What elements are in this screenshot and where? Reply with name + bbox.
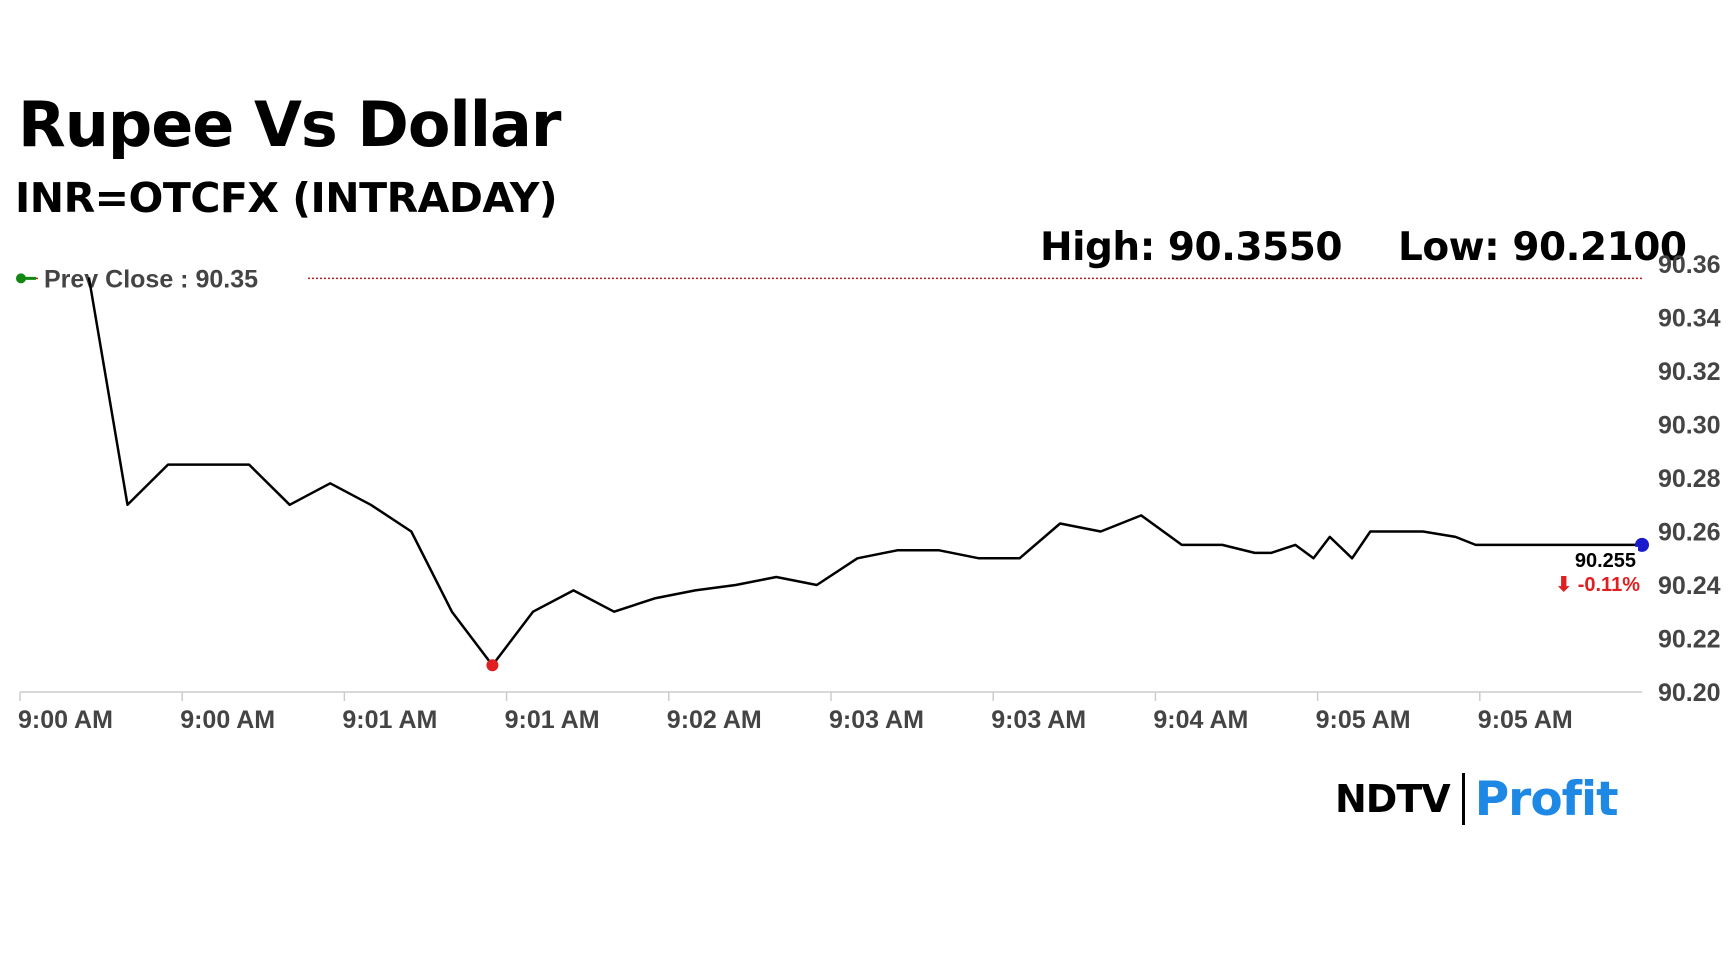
y-tick-label: 90.24: [1658, 572, 1721, 600]
logo-profit-text: Profit: [1474, 771, 1619, 827]
change-label: ⬇ -0.11%: [1555, 574, 1640, 596]
logo-ndtv-text: NDTV: [1335, 777, 1451, 821]
prev-close-label: Prev Close : 90.35: [44, 265, 258, 293]
high-stat: High: 90.3550: [1040, 225, 1343, 270]
y-tick-label: 90.28: [1658, 465, 1721, 493]
x-tick-label: 9:03 AM: [829, 706, 924, 734]
low-point-marker: [486, 659, 499, 672]
y-tick-label: 90.34: [1658, 305, 1721, 333]
x-tick-label: 9:01 AM: [505, 706, 600, 734]
last-value-label: 90.255: [1575, 550, 1636, 572]
y-tick-label: 90.22: [1658, 626, 1721, 654]
low-stat: Low: 90.2100: [1398, 225, 1687, 270]
last-value-bg: [1558, 546, 1638, 571]
x-tick-label: 9:05 AM: [1478, 706, 1573, 734]
y-tick-label: 90.20: [1658, 679, 1721, 707]
logo-divider: [1461, 773, 1465, 825]
y-tick-label: 90.32: [1658, 358, 1721, 386]
prev-close-group: Prev Close : 90.35: [16, 264, 1642, 293]
x-tick-label: 9:01 AM: [342, 706, 437, 734]
chart-subtitle: INR=OTCFX (INTRADAY): [15, 174, 558, 222]
y-tick-label: 90.26: [1658, 519, 1721, 547]
series-line: [87, 277, 1642, 667]
series-group: [87, 277, 1642, 667]
x-tick-label: 9:02 AM: [667, 706, 762, 734]
last-point-marker: [1635, 537, 1649, 552]
x-tick-label: 9:04 AM: [1153, 706, 1248, 734]
chart-title: Rupee Vs Dollar: [18, 88, 561, 161]
x-tick-label: 9:03 AM: [991, 706, 1086, 734]
x-tick-label: 9:00 AM: [18, 706, 113, 734]
y-tick-label: 90.36: [1658, 251, 1721, 279]
line-chart: 90.36 90.34 90.32 90.30 90.28 90.26 90.24 90.22…: [16, 251, 1721, 734]
last-value-group: 90.255 ⬇ -0.11%: [1555, 546, 1640, 596]
ndtv-profit-logo: NDTV Profit: [1335, 771, 1619, 827]
point-markers: [486, 537, 1649, 672]
tick-labels: 90.36 90.34 90.32 90.30 90.28 90.26 90.24 90.22…: [18, 251, 1721, 734]
y-tick-label: 90.30: [1658, 412, 1721, 440]
x-tick-label: 9:00 AM: [180, 706, 275, 734]
x-tick-label: 9:05 AM: [1316, 706, 1411, 734]
prev-close-label-bg: [38, 264, 306, 293]
